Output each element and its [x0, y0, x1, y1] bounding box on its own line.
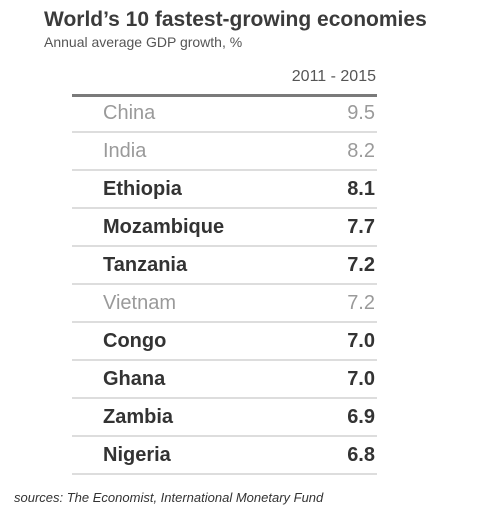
country-label: Congo — [103, 330, 167, 352]
growth-value: 9.5 — [347, 102, 375, 124]
source-note: sources: The Economist, International Mo… — [14, 490, 324, 505]
table-row: China 9.5 — [72, 97, 377, 133]
header-rule — [72, 94, 377, 97]
chart-title: World’s 10 fastest-growing economies — [44, 8, 427, 31]
table-row: Congo 7.0 — [72, 325, 377, 361]
growth-value: 8.1 — [347, 178, 375, 200]
country-label: India — [103, 140, 147, 162]
growth-value: 7.0 — [347, 330, 375, 352]
country-label: Ethiopia — [103, 178, 182, 200]
growth-value: 7.2 — [347, 292, 375, 314]
table-row: India 8.2 — [72, 135, 377, 171]
table-row: Ethiopia 8.1 — [72, 173, 377, 209]
table-row: Zambia 6.9 — [72, 401, 377, 437]
data-table: China 9.5 India 8.2 Ethiopia 8.1 Mozambique 7.7… — [72, 97, 377, 477]
country-label: China — [103, 102, 156, 124]
table-row: Vietnam 7.2 — [72, 287, 377, 323]
country-label: Nigeria — [103, 444, 171, 466]
country-label: Tanzania — [103, 254, 188, 276]
table-row: Mozambique 7.7 — [72, 211, 377, 247]
growth-value: 8.2 — [347, 140, 375, 162]
growth-value: 7.7 — [347, 216, 375, 238]
table-row: Ghana 7.0 — [72, 363, 377, 399]
chart-subtitle: Annual average GDP growth, % — [44, 34, 243, 50]
growth-value: 6.9 — [347, 406, 375, 428]
table-row: Nigeria 6.8 — [72, 439, 377, 475]
growth-value: 7.0 — [347, 368, 375, 390]
table-row: Tanzania 7.2 — [72, 249, 377, 285]
growth-value: 7.2 — [347, 254, 375, 276]
country-label: Ghana — [103, 368, 166, 390]
country-label: Vietnam — [103, 292, 177, 314]
growth-value: 6.8 — [347, 444, 375, 466]
country-label: Zambia — [103, 406, 174, 428]
column-header-period: 2011 - 2015 — [291, 68, 376, 85]
country-label: Mozambique — [103, 216, 225, 238]
